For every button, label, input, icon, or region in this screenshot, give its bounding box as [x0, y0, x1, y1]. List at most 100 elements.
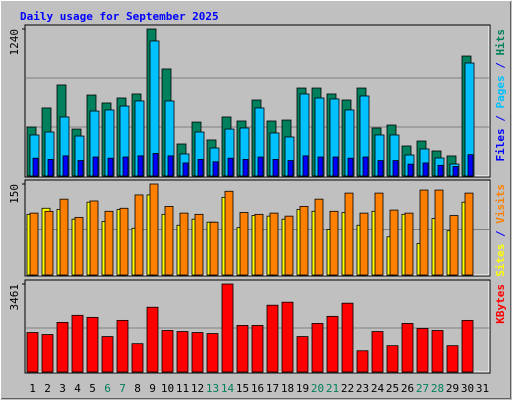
- bar: [161, 330, 174, 373]
- bar: [77, 160, 84, 177]
- bar: [281, 301, 294, 373]
- x-tick-label: 17: [266, 382, 279, 395]
- bar: [269, 212, 279, 276]
- y-tick-label: 3461: [8, 284, 21, 311]
- bar: [119, 207, 129, 276]
- bar: [437, 164, 444, 177]
- bar: [254, 213, 264, 276]
- bar: [356, 350, 369, 373]
- legend: Sites / Visits: [494, 184, 507, 277]
- bar: [92, 156, 99, 177]
- bar: [182, 162, 189, 177]
- legend: KBytes: [494, 284, 507, 324]
- bar: [464, 192, 474, 276]
- x-tick-label: 31: [476, 382, 489, 395]
- x-tick-label: 4: [74, 382, 81, 395]
- bar: [371, 331, 384, 373]
- bar: [359, 212, 369, 276]
- bar: [101, 336, 114, 373]
- bar: [41, 334, 54, 373]
- x-tick-label: 12: [191, 382, 204, 395]
- legend-separator: /: [494, 109, 507, 129]
- x-tick-label: 26: [401, 382, 414, 395]
- bar: [341, 302, 354, 373]
- bar: [62, 155, 69, 177]
- bar: [362, 156, 369, 177]
- x-tick-label: 27: [416, 382, 429, 395]
- bar: [227, 157, 234, 177]
- bar: [146, 306, 159, 373]
- bar: [47, 159, 54, 177]
- bar: [149, 183, 159, 276]
- bar: [467, 154, 474, 177]
- bar: [404, 212, 414, 276]
- x-tick-label: 16: [251, 382, 264, 395]
- y-tick-label: 150: [8, 184, 21, 204]
- bar: [71, 314, 84, 373]
- legend-entry: Hits: [494, 29, 507, 56]
- bar: [116, 319, 129, 373]
- bar: [287, 160, 294, 177]
- bar: [344, 192, 354, 276]
- bar: [374, 192, 384, 276]
- legend-separator: /: [494, 56, 507, 76]
- x-tick-label: 20: [311, 382, 324, 395]
- bar: [137, 155, 144, 177]
- bar: [221, 283, 234, 373]
- bar: [242, 159, 249, 177]
- x-tick-label: 13: [206, 382, 219, 395]
- bar: [314, 198, 324, 276]
- bar: [386, 345, 399, 373]
- x-tick-label: 10: [161, 382, 174, 395]
- bar: [179, 212, 189, 276]
- x-tick-label: 29: [446, 382, 459, 395]
- x-tick-label: 14: [221, 382, 235, 395]
- x-tick-label: 24: [371, 382, 385, 395]
- bar: [401, 323, 414, 373]
- bar: [44, 210, 54, 276]
- x-tick-label: 8: [134, 382, 141, 395]
- x-tick-label: 22: [341, 382, 354, 395]
- bar: [332, 156, 339, 177]
- legend-entry: KBytes: [494, 284, 507, 324]
- bar: [329, 210, 339, 276]
- bar: [29, 212, 39, 276]
- bar: [392, 160, 399, 177]
- x-tick-label: 19: [296, 382, 309, 395]
- bar: [236, 325, 249, 373]
- bar: [284, 215, 294, 276]
- bar: [176, 331, 189, 373]
- bar: [266, 304, 279, 373]
- bar: [224, 190, 234, 276]
- bar: [452, 166, 459, 177]
- bar: [296, 336, 309, 373]
- x-tick-label: 3: [59, 382, 66, 395]
- bar: [251, 325, 264, 373]
- x-tick-label: 6: [104, 382, 111, 395]
- legend-entry: Sites: [494, 244, 507, 277]
- bar: [389, 209, 399, 276]
- bar: [317, 156, 324, 177]
- bar: [59, 198, 69, 276]
- bar: [206, 333, 219, 373]
- bar: [239, 212, 249, 276]
- bar: [419, 189, 429, 276]
- x-tick-label: 1: [29, 382, 36, 395]
- bar: [74, 216, 84, 276]
- bar: [422, 162, 429, 177]
- bar: [191, 332, 204, 373]
- bar: [56, 322, 69, 373]
- bar: [302, 155, 309, 177]
- bar: [311, 323, 324, 373]
- x-tick-label: 15: [236, 382, 249, 395]
- bar: [152, 153, 159, 177]
- x-tick-label: 23: [356, 382, 369, 395]
- bar: [461, 319, 474, 373]
- y-tick-label: 1240: [8, 29, 21, 56]
- bar: [257, 156, 264, 177]
- bar: [89, 200, 99, 276]
- legend-separator: /: [494, 224, 507, 244]
